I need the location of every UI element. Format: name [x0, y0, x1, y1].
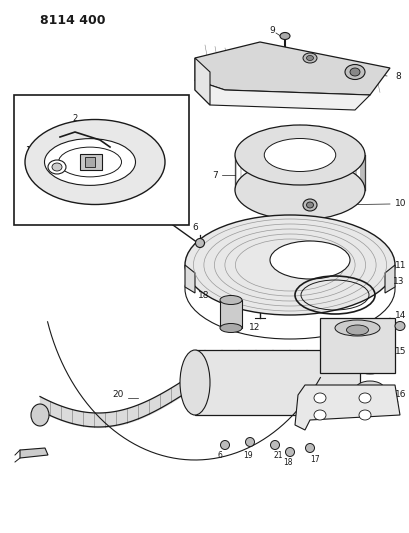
- Ellipse shape: [195, 238, 204, 247]
- Polygon shape: [195, 42, 389, 95]
- Bar: [85, 157, 95, 167]
- Text: 14: 14: [394, 311, 405, 320]
- Ellipse shape: [48, 160, 66, 174]
- Polygon shape: [195, 58, 209, 105]
- Ellipse shape: [234, 160, 364, 220]
- Ellipse shape: [279, 33, 289, 39]
- Ellipse shape: [270, 440, 279, 449]
- Ellipse shape: [245, 438, 254, 447]
- Ellipse shape: [313, 393, 325, 403]
- Text: 12: 12: [249, 324, 260, 333]
- Text: 6: 6: [217, 451, 222, 461]
- Text: 20: 20: [112, 391, 124, 400]
- Text: 5: 5: [130, 174, 135, 182]
- Text: 15: 15: [394, 348, 405, 357]
- Bar: [80, 154, 102, 170]
- Text: 11: 11: [394, 261, 405, 270]
- Ellipse shape: [270, 241, 349, 279]
- Ellipse shape: [306, 55, 313, 61]
- Bar: [319, 318, 394, 373]
- Ellipse shape: [302, 53, 316, 63]
- Text: 2: 2: [72, 114, 77, 123]
- Ellipse shape: [354, 356, 384, 374]
- Polygon shape: [20, 448, 48, 458]
- Ellipse shape: [349, 68, 359, 76]
- Polygon shape: [184, 265, 195, 293]
- Ellipse shape: [45, 139, 135, 185]
- Ellipse shape: [220, 295, 241, 304]
- Text: 16: 16: [394, 391, 405, 400]
- Text: 13: 13: [392, 278, 404, 287]
- Ellipse shape: [302, 199, 316, 211]
- Ellipse shape: [25, 119, 164, 205]
- Text: 18: 18: [198, 292, 209, 301]
- Ellipse shape: [313, 410, 325, 420]
- Ellipse shape: [220, 324, 241, 333]
- Ellipse shape: [354, 381, 384, 399]
- Ellipse shape: [52, 163, 62, 171]
- Text: 17: 17: [310, 456, 319, 464]
- Text: 21: 21: [272, 451, 282, 461]
- Text: 8: 8: [394, 71, 400, 80]
- Ellipse shape: [305, 443, 314, 453]
- Ellipse shape: [344, 64, 364, 79]
- Ellipse shape: [306, 202, 313, 208]
- Ellipse shape: [234, 125, 364, 185]
- Text: 3: 3: [107, 143, 112, 152]
- Ellipse shape: [334, 320, 379, 336]
- Ellipse shape: [31, 404, 49, 426]
- Polygon shape: [195, 80, 369, 110]
- Text: 19: 19: [243, 451, 252, 461]
- Ellipse shape: [394, 321, 404, 330]
- Text: 18: 18: [283, 458, 292, 467]
- Ellipse shape: [184, 215, 394, 315]
- Text: 6: 6: [192, 223, 198, 232]
- Ellipse shape: [358, 393, 370, 403]
- Bar: [195, 350, 359, 415]
- Text: 7: 7: [211, 171, 217, 180]
- Ellipse shape: [58, 147, 121, 177]
- Ellipse shape: [346, 325, 368, 335]
- Text: 10: 10: [394, 199, 405, 208]
- Ellipse shape: [264, 139, 335, 172]
- Text: 1: 1: [25, 146, 31, 155]
- Text: 8114 400: 8114 400: [40, 14, 105, 27]
- Text: 9: 9: [268, 26, 274, 35]
- Bar: [220, 300, 241, 328]
- Polygon shape: [294, 385, 399, 430]
- Ellipse shape: [180, 350, 209, 415]
- Ellipse shape: [358, 410, 370, 420]
- Ellipse shape: [285, 448, 294, 456]
- Ellipse shape: [220, 440, 229, 449]
- Text: 4: 4: [119, 156, 124, 165]
- Polygon shape: [384, 265, 394, 293]
- Bar: [14, 95, 189, 225]
